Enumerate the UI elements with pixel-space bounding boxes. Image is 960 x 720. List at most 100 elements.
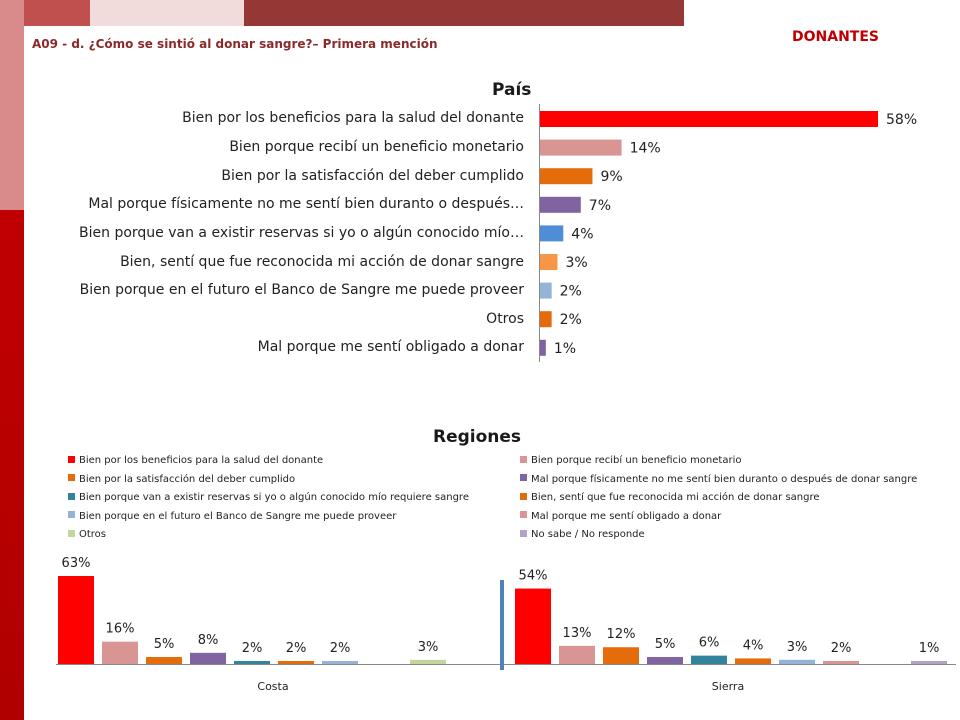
legend-label: Bien por los beneficios para la salud de…: [79, 455, 324, 466]
pais-value-label: 3%: [565, 255, 587, 271]
regiones-bar: [823, 661, 859, 664]
regiones-value-label: 4%: [743, 638, 764, 653]
pais-value-label: 1%: [554, 341, 576, 357]
regiones-value-label: 2%: [286, 641, 307, 656]
legend-item: Mal porque físicamente no me sentí bien …: [520, 473, 917, 487]
legend-label: Mal porque físicamente no me sentí bien …: [531, 473, 918, 485]
legend-item: Bien porque recibí un beneficio monetari…: [520, 454, 741, 468]
legend-item: Bien porque en el futuro el Banco de San…: [68, 510, 396, 524]
header-band-light: [90, 0, 244, 26]
pais-category-label: Bien por la satisfacción del deber cumpl…: [221, 168, 524, 184]
chart-title-pais: País: [492, 80, 532, 100]
pais-value-label: 58%: [886, 112, 917, 128]
regiones-value-label: 54%: [519, 569, 548, 584]
legend-swatch: [520, 511, 527, 518]
legend-swatch: [68, 492, 75, 500]
pais-value-label: 9%: [600, 169, 622, 185]
pais-bar: [540, 168, 593, 185]
regiones-bar: [647, 657, 683, 664]
regiones-category-label: Costa: [257, 680, 288, 693]
regiones-value-label: 13%: [563, 626, 592, 641]
pais-bar: [540, 139, 622, 156]
legend-item: Bien porque van a existir reservas si yo…: [68, 491, 469, 505]
legend-label: Bien porque van a existir reservas si yo…: [79, 492, 469, 503]
pais-category-label: Bien porque van a existir reservas si yo…: [79, 225, 524, 241]
legend-item: Otros: [68, 528, 106, 542]
legend-swatch: [520, 474, 527, 481]
legend-swatch: [68, 511, 75, 518]
pais-category-label: Mal porque me sentí obligado a donar: [257, 339, 524, 355]
regiones-bar: [779, 659, 815, 664]
regiones-bar: [278, 661, 314, 664]
legend-label: No sabe / No responde: [531, 529, 645, 540]
pais-category-label: Bien por los beneficios para la salud de…: [182, 110, 524, 126]
pais-bar: [540, 311, 552, 328]
segment-label: DONANTES: [792, 29, 879, 45]
regiones-category-label: Sierra: [712, 680, 744, 693]
pais-value-label: 7%: [589, 198, 611, 214]
regiones-bar: [190, 652, 226, 664]
legend-item: Bien por la satisfacción del deber cumpl…: [68, 473, 295, 487]
pais-value-label: 14%: [630, 141, 661, 157]
regiones-value-label: 2%: [330, 641, 351, 656]
pais-bar: [540, 111, 878, 127]
pais-category-label: Otros: [486, 311, 524, 327]
legend-label: Bien por la satisfacción del deber cumpl…: [79, 473, 296, 485]
regiones-value-label: 2%: [242, 641, 263, 656]
pais-value-label: 4%: [571, 226, 593, 242]
regiones-bar: [146, 657, 182, 664]
regiones-value-label: 1%: [919, 641, 940, 656]
legend-swatch: [520, 455, 527, 463]
legend-item: No sabe / No responde: [520, 528, 645, 542]
pais-category-label: Bien porque recibí un beneficio monetari…: [229, 139, 524, 155]
regiones-value-label: 16%: [106, 622, 135, 637]
regiones-bar: [735, 658, 771, 664]
pais-category-label: Bien, sentí que fue reconocida mi acción…: [120, 254, 524, 270]
pais-category-label: Bien porque en el futuro el Banco de San…: [79, 282, 524, 298]
legend-label: Bien, sentí que fue reconocida mi acción…: [531, 492, 820, 503]
regiones-bar: [691, 655, 727, 664]
legend-swatch: [68, 455, 75, 463]
legend-item: Bien, sentí que fue reconocida mi acción…: [520, 491, 820, 505]
legend-label: Bien porque recibí un beneficio monetari…: [531, 455, 742, 466]
pais-bar: [540, 282, 552, 299]
pais-bar: [540, 225, 564, 242]
regiones-bar: [102, 641, 138, 664]
regiones-value-label: 3%: [787, 640, 808, 655]
legend-label: Otros: [79, 529, 107, 540]
regiones-bar: [515, 588, 551, 664]
regiones-bar: [911, 661, 947, 664]
regiones-value-label: 63%: [62, 556, 91, 571]
pais-value-label: 2%: [560, 312, 582, 328]
side-band: [0, 0, 24, 720]
legend-label: Mal porque me sentí obligado a donar: [531, 510, 722, 522]
regiones-value-label: 2%: [831, 641, 852, 656]
pais-bar: [540, 339, 546, 356]
header-band-right: [244, 0, 684, 26]
legend-label: Bien porque en el futuro el Banco de San…: [79, 510, 397, 522]
legend-item: Bien por los beneficios para la salud de…: [68, 454, 323, 468]
pais-category-label: Mal porque físicamente no me sentí bien …: [88, 196, 524, 212]
legend-swatch: [520, 492, 527, 500]
legend-item: Mal porque me sentí obligado a donar: [520, 510, 721, 524]
regiones-value-label: 12%: [607, 627, 636, 642]
regiones-value-label: 8%: [198, 633, 219, 648]
pais-value-label: 2%: [560, 284, 582, 300]
regiones-bar: [603, 647, 639, 664]
chart-title-regiones: Regiones: [433, 427, 522, 447]
regiones-bar: [234, 661, 270, 664]
regiones-bar: [58, 576, 94, 664]
regiones-value-label: 5%: [154, 637, 175, 652]
legend-swatch: [520, 529, 527, 537]
regiones-value-label: 6%: [699, 636, 720, 651]
pais-bar: [540, 254, 558, 270]
slide-subtitle: A09 - d. ¿Cómo se sintió al donar sangre…: [32, 37, 438, 51]
regiones-bar: [559, 645, 595, 664]
regiones-bar: [410, 659, 446, 664]
regiones-value-label: 3%: [418, 640, 439, 655]
pais-bar: [540, 196, 581, 213]
legend-swatch: [68, 529, 75, 537]
regiones-bar: [322, 661, 358, 664]
